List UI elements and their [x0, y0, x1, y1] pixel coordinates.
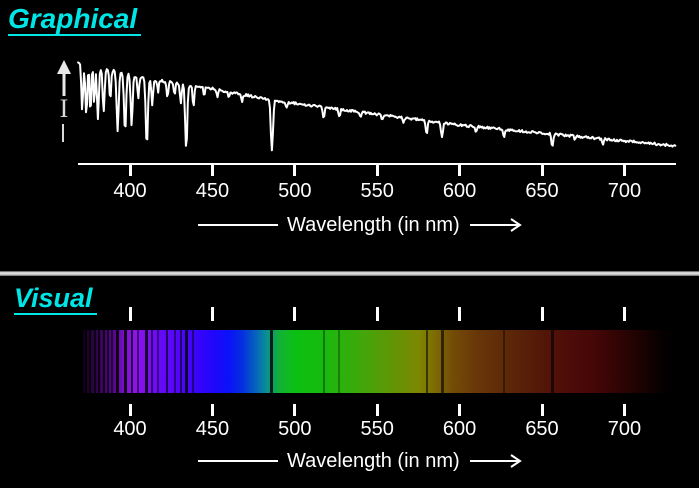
x-axis-tick: [128, 165, 132, 176]
x-axis-tick-label: 550: [360, 180, 394, 202]
x-axis-tick-label: 400: [113, 180, 147, 202]
absorption-line: [116, 330, 120, 393]
band-tick: [540, 404, 544, 416]
absorption-line: [81, 330, 84, 393]
band-tick: [210, 404, 214, 416]
absorption-line: [93, 330, 96, 393]
x-axis-tick-label: 550: [360, 418, 394, 440]
x-axis-tick-label: 500: [278, 180, 312, 202]
x-axis-tick-label: 600: [442, 418, 477, 440]
graphical-title: Graphical: [8, 4, 142, 37]
visible-spectrum-band: [81, 330, 676, 393]
absorption-line: [85, 330, 88, 393]
band-tick: [458, 307, 462, 321]
absorption-line: [173, 330, 176, 393]
x-axis-title-text: Wavelength (in nm): [287, 213, 460, 236]
band-tick: [293, 404, 297, 416]
x-axis-tick: [210, 165, 214, 176]
absorption-line: [425, 330, 428, 393]
x-axis-tick-label: 700: [607, 418, 642, 440]
absorption-line: [192, 330, 195, 393]
absorption-line: [322, 330, 325, 393]
band-tick: [622, 404, 626, 416]
absorption-line: [151, 330, 154, 393]
x-axis-tick-label: 500: [278, 418, 312, 440]
absorption-line: [503, 330, 506, 393]
band-tick: [210, 307, 214, 321]
x-axis-tick: [293, 165, 297, 176]
x-axis-title: Wavelength (in nm): [198, 213, 522, 237]
y-axis-dash: [62, 124, 64, 142]
absorption-line: [184, 330, 188, 393]
x-axis-tick: [540, 165, 544, 176]
absorption-line: [97, 330, 100, 393]
x-axis-tick: [622, 165, 626, 176]
absorption-line: [89, 330, 92, 393]
band-tick: [128, 404, 132, 416]
x-axis-tick: [458, 165, 462, 176]
absorption-line: [440, 330, 444, 393]
up-arrow-icon: [57, 60, 71, 96]
x-axis-tick-label: 600: [442, 180, 477, 202]
leader-line: [198, 224, 278, 226]
absorption-line: [550, 330, 554, 393]
band-tick: [128, 307, 132, 321]
spectrum-curve: [77, 61, 677, 152]
band-tick: [622, 307, 626, 321]
band-tick: [458, 404, 462, 416]
x-axis-tick-label: 650: [525, 180, 559, 202]
x-axis-title: Wavelength (in nm): [198, 449, 522, 473]
x-axis-line: [78, 163, 676, 165]
right-arrow-icon: [469, 454, 522, 468]
absorption-line: [106, 330, 109, 393]
absorption-line: [166, 330, 169, 393]
leader-line: [198, 460, 278, 462]
band-tick: [375, 404, 379, 416]
x-axis-tick-label: 450: [195, 180, 230, 202]
absorption-line: [130, 330, 133, 393]
absorption-line: [145, 330, 149, 393]
right-arrow-icon: [469, 218, 522, 232]
absorption-line: [338, 330, 341, 393]
x-axis-tick-label: 650: [525, 418, 559, 440]
absorption-line: [179, 330, 182, 393]
absorption-line: [137, 330, 140, 393]
x-axis-tick: [375, 165, 379, 176]
y-axis-label: I: [59, 94, 69, 123]
visual-title: Visual: [14, 284, 97, 316]
panel-divider: [0, 271, 699, 276]
absorption-line: [110, 330, 113, 393]
absorption-line: [123, 330, 127, 393]
absorption-line: [157, 330, 159, 393]
x-axis-tick-label: 700: [607, 180, 642, 202]
absorption-line: [270, 330, 274, 393]
x-axis-tick-label: 400: [113, 418, 147, 440]
band-tick: [375, 307, 379, 321]
x-axis-title-text: Wavelength (in nm): [287, 449, 460, 472]
x-axis-tick-label: 450: [195, 418, 230, 440]
band-tick: [540, 307, 544, 321]
absorption-line: [102, 330, 105, 393]
band-tick: [293, 307, 297, 321]
